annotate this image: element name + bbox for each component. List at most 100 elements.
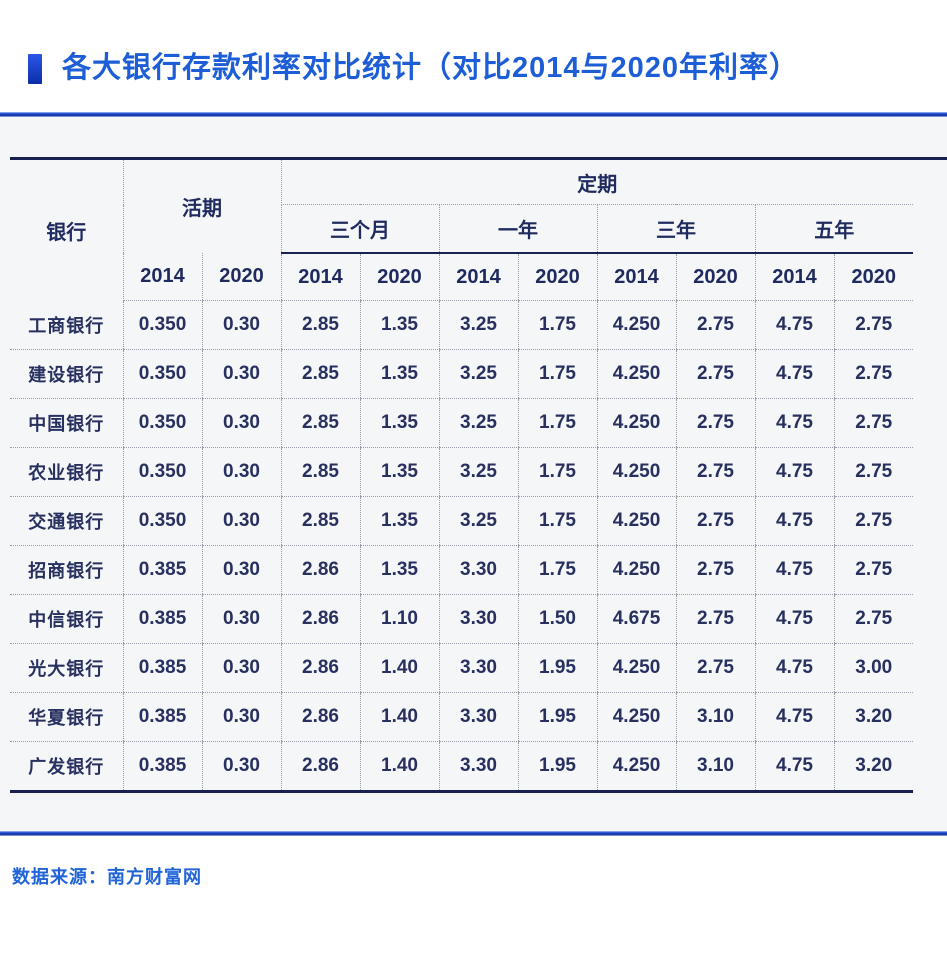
page-footer: 数据来源：南方财富网 — [0, 836, 947, 890]
column-header-bank: 银行 — [46, 222, 87, 245]
rate-value-cell: 4.75 — [754, 692, 834, 743]
year-header: 2020 — [517, 253, 597, 302]
rate-value-cell: 0.30 — [201, 545, 281, 596]
header-subgroup-row: 三个月 一年 三年 五年 — [10, 204, 913, 255]
rate-value-cell: 1.75 — [517, 300, 597, 351]
rate-value-cell: 4.75 — [754, 496, 834, 547]
rate-value-cell: 4.75 — [754, 447, 834, 498]
rate-value-cell: 0.30 — [201, 643, 281, 694]
rate-value-cell: 2.85 — [280, 398, 360, 449]
rate-value-cell: 0.385 — [122, 692, 202, 743]
rate-value-cell: 2.85 — [280, 349, 360, 400]
rate-value-cell: 2.86 — [280, 643, 360, 694]
rate-value-cell: 4.75 — [754, 300, 834, 351]
deposit-rates-table: 银行 活期 定期 三个月 一年 三年 五年 2014 2020 2014 202… — [10, 160, 913, 794]
rate-value-cell: 1.95 — [517, 741, 597, 792]
column-subgroup-three-years: 三年 — [596, 204, 755, 255]
bank-name-cell: 农业银行 — [10, 447, 123, 498]
rate-value-cell: 4.75 — [754, 398, 834, 449]
rate-value-cell: 1.40 — [359, 741, 439, 792]
rate-value-cell: 2.86 — [280, 692, 360, 743]
rate-value-cell: 4.250 — [596, 741, 676, 792]
rate-value-cell: 3.30 — [438, 643, 518, 694]
table-row: 华夏银行 0.385 0.30 2.86 1.40 3.30 1.95 4.250 3.10 4.… — [10, 692, 913, 743]
rate-value-cell: 1.95 — [517, 643, 597, 694]
rate-value-cell: 0.30 — [201, 398, 281, 449]
rate-value-cell: 3.20 — [833, 741, 913, 792]
rate-value-cell: 1.75 — [517, 496, 597, 547]
table-row: 中国银行 0.350 0.30 2.85 1.35 3.25 1.75 4.250 2.75 4.… — [10, 398, 913, 449]
column-group-fixed-deposit: 定期 — [280, 160, 913, 206]
year-header: 2014 — [596, 253, 676, 302]
rate-value-cell: 3.25 — [438, 496, 518, 547]
rate-value-cell: 4.75 — [754, 545, 834, 596]
rate-value-cell: 3.00 — [833, 643, 913, 694]
rate-value-cell: 1.75 — [517, 447, 597, 498]
title-row: 各大银行存款利率对比统计（对比2014与2020年利率） — [28, 52, 947, 85]
rate-value-cell: 3.30 — [438, 545, 518, 596]
rate-value-cell: 2.75 — [833, 349, 913, 400]
data-source-label: 数据来源：南方财富网 — [12, 867, 202, 888]
rate-value-cell: 4.250 — [596, 643, 676, 694]
header-group-row: 银行 活期 定期 — [10, 160, 913, 254]
rate-value-cell: 0.30 — [201, 594, 281, 645]
column-group-demand-deposit: 活期 — [122, 160, 281, 254]
rate-value-cell: 0.385 — [122, 741, 202, 792]
rate-value-cell: 1.75 — [517, 398, 597, 449]
rate-value-cell: 0.30 — [201, 741, 281, 792]
rate-value-cell: 2.85 — [280, 496, 360, 547]
bank-name-cell: 广发银行 — [28, 757, 105, 778]
rate-value-cell: 2.86 — [280, 741, 360, 792]
rate-value-cell: 2.75 — [833, 300, 913, 351]
bank-name-cell: 光大银行 — [10, 643, 123, 694]
rate-value-cell: 2.75 — [675, 594, 755, 645]
year-header: 2020 — [359, 253, 439, 302]
rate-value-cell: 0.30 — [201, 496, 281, 547]
rate-value-cell: 4.250 — [596, 447, 676, 498]
year-header: 2014 — [280, 253, 360, 302]
rate-value-cell: 4.250 — [596, 398, 676, 449]
bank-name-cell: 工商银行 — [10, 300, 123, 351]
rate-value-cell: 2.75 — [833, 594, 913, 645]
rate-value-cell: 3.25 — [438, 398, 518, 449]
bank-name-cell: 招商银行 — [10, 545, 123, 596]
rate-value-cell: 1.35 — [359, 300, 439, 351]
footer-divider-line — [0, 831, 947, 837]
table-row: 工商银行 0.350 0.30 2.85 1.35 3.25 1.75 4.250 2.75 4.… — [10, 300, 913, 351]
rate-value-cell: 0.30 — [201, 692, 281, 743]
rate-value-cell: 3.25 — [438, 349, 518, 400]
rate-value-cell: 2.75 — [675, 398, 755, 449]
table-row: 广发银行 0.385 0.30 2.86 1.40 3.30 1.95 4.250 3.10 4.… — [10, 741, 913, 792]
column-subgroup-one-year: 一年 — [438, 204, 597, 255]
rate-value-cell: 1.35 — [359, 398, 439, 449]
rate-value-cell: 1.35 — [359, 545, 439, 596]
rate-value-cell: 1.75 — [517, 349, 597, 400]
rate-value-cell: 2.75 — [675, 447, 755, 498]
table-top-border-line — [10, 157, 947, 161]
rate-value-cell: 4.250 — [596, 545, 676, 596]
rate-value-cell: 3.30 — [438, 692, 518, 743]
rate-value-cell: 0.30 — [201, 447, 281, 498]
rate-value-cell: 3.10 — [675, 692, 755, 743]
rate-value-cell: 4.675 — [596, 594, 676, 645]
rate-value-cell: 1.10 — [359, 594, 439, 645]
year-header: 2014 — [438, 253, 518, 302]
rate-value-cell: 1.50 — [517, 594, 597, 645]
rate-value-cell: 0.385 — [122, 594, 202, 645]
rate-value-cell: 2.75 — [675, 496, 755, 547]
rate-value-cell: 4.250 — [596, 349, 676, 400]
title-marker-bar — [28, 53, 42, 84]
rate-value-cell: 0.350 — [122, 398, 202, 449]
rate-value-cell: 3.25 — [438, 300, 518, 351]
table-row: 招商银行 0.385 0.30 2.86 1.35 3.30 1.75 4.250 2.75 4.… — [10, 545, 913, 596]
table-row: 中信银行 0.385 0.30 2.86 1.10 3.30 1.50 4.675 2.75 4.… — [10, 594, 913, 645]
rate-value-cell: 4.250 — [596, 692, 676, 743]
table-row: 交通银行 0.350 0.30 2.85 1.35 3.25 1.75 4.250 2.75 4.… — [10, 496, 913, 547]
rate-value-cell: 4.75 — [754, 643, 834, 694]
rate-value-cell: 1.75 — [517, 545, 597, 596]
rate-value-cell: 3.20 — [833, 692, 913, 743]
rate-value-cell: 0.350 — [122, 496, 202, 547]
year-header: 2020 — [833, 253, 913, 302]
rate-value-cell: 1.40 — [359, 643, 439, 694]
column-subgroup-five-years: 五年 — [754, 204, 913, 255]
